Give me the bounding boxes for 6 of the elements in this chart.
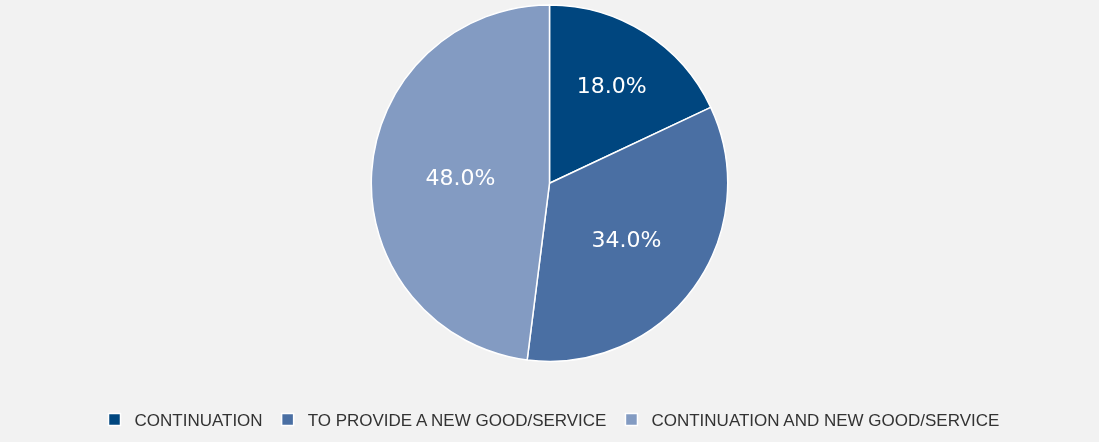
legend-label: CONTINUATION AND NEW GOOD/SERVICE <box>651 411 1000 431</box>
data-label: 34.0% <box>591 226 662 252</box>
legend-label: TO PROVIDE A NEW GOOD/SERVICE <box>307 411 607 431</box>
data-label: 48.0% <box>425 165 496 191</box>
legend-label: CONTINUATION <box>134 411 263 431</box>
data-label: 18.0% <box>576 72 647 98</box>
